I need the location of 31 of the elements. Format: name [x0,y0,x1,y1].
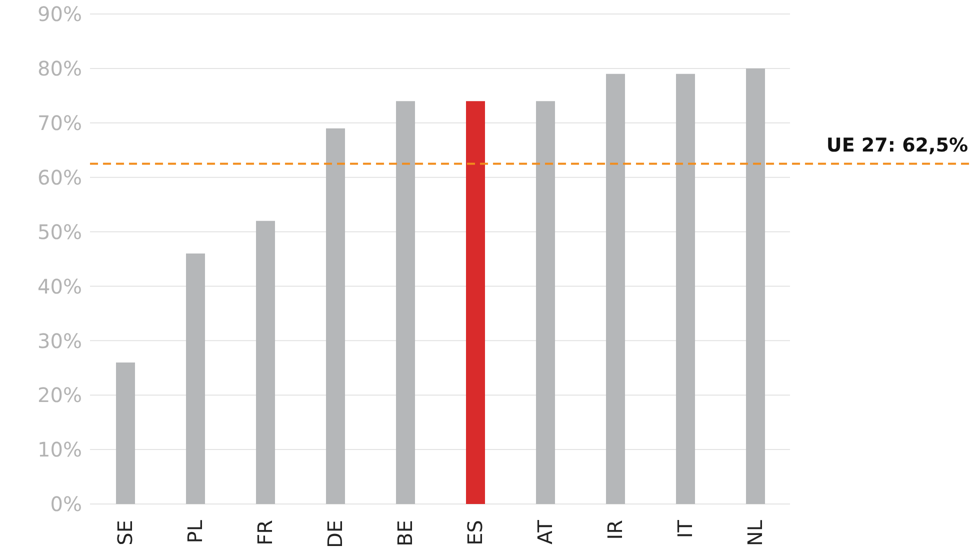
bar [116,362,135,504]
y-tick-label: 60% [38,165,82,190]
y-tick-label: 30% [38,328,82,353]
bar [676,74,695,504]
x-tick-label: PL [183,519,207,544]
x-tick-label: AT [533,519,557,544]
bar [326,128,345,504]
bar [186,254,205,504]
bar [396,101,415,504]
y-tick-label: 70% [38,110,82,135]
bar [466,101,485,504]
ref-line-label: UE 27: 62,5% [826,134,968,157]
y-tick-label: 0% [50,492,82,516]
x-tick-label: IT [673,519,697,538]
y-tick-label: 40% [38,274,82,298]
x-tick-label: SE [113,520,137,546]
bar [256,220,275,504]
x-tick-label: FR [253,520,277,546]
bar [746,68,765,504]
x-tick-label: NL [743,519,767,546]
bar [536,101,555,504]
x-tick-label: DE [323,520,347,548]
y-tick-label: 20% [38,383,82,408]
x-tick-label: IR [603,520,627,540]
y-tick-label: 10% [38,438,82,462]
x-tick-label: ES [463,520,487,546]
bar [606,74,625,504]
y-tick-label: 80% [38,56,82,81]
x-tick-label: BE [393,520,417,546]
y-tick-label: 90% [38,2,82,26]
y-tick-label: 50% [38,220,82,244]
